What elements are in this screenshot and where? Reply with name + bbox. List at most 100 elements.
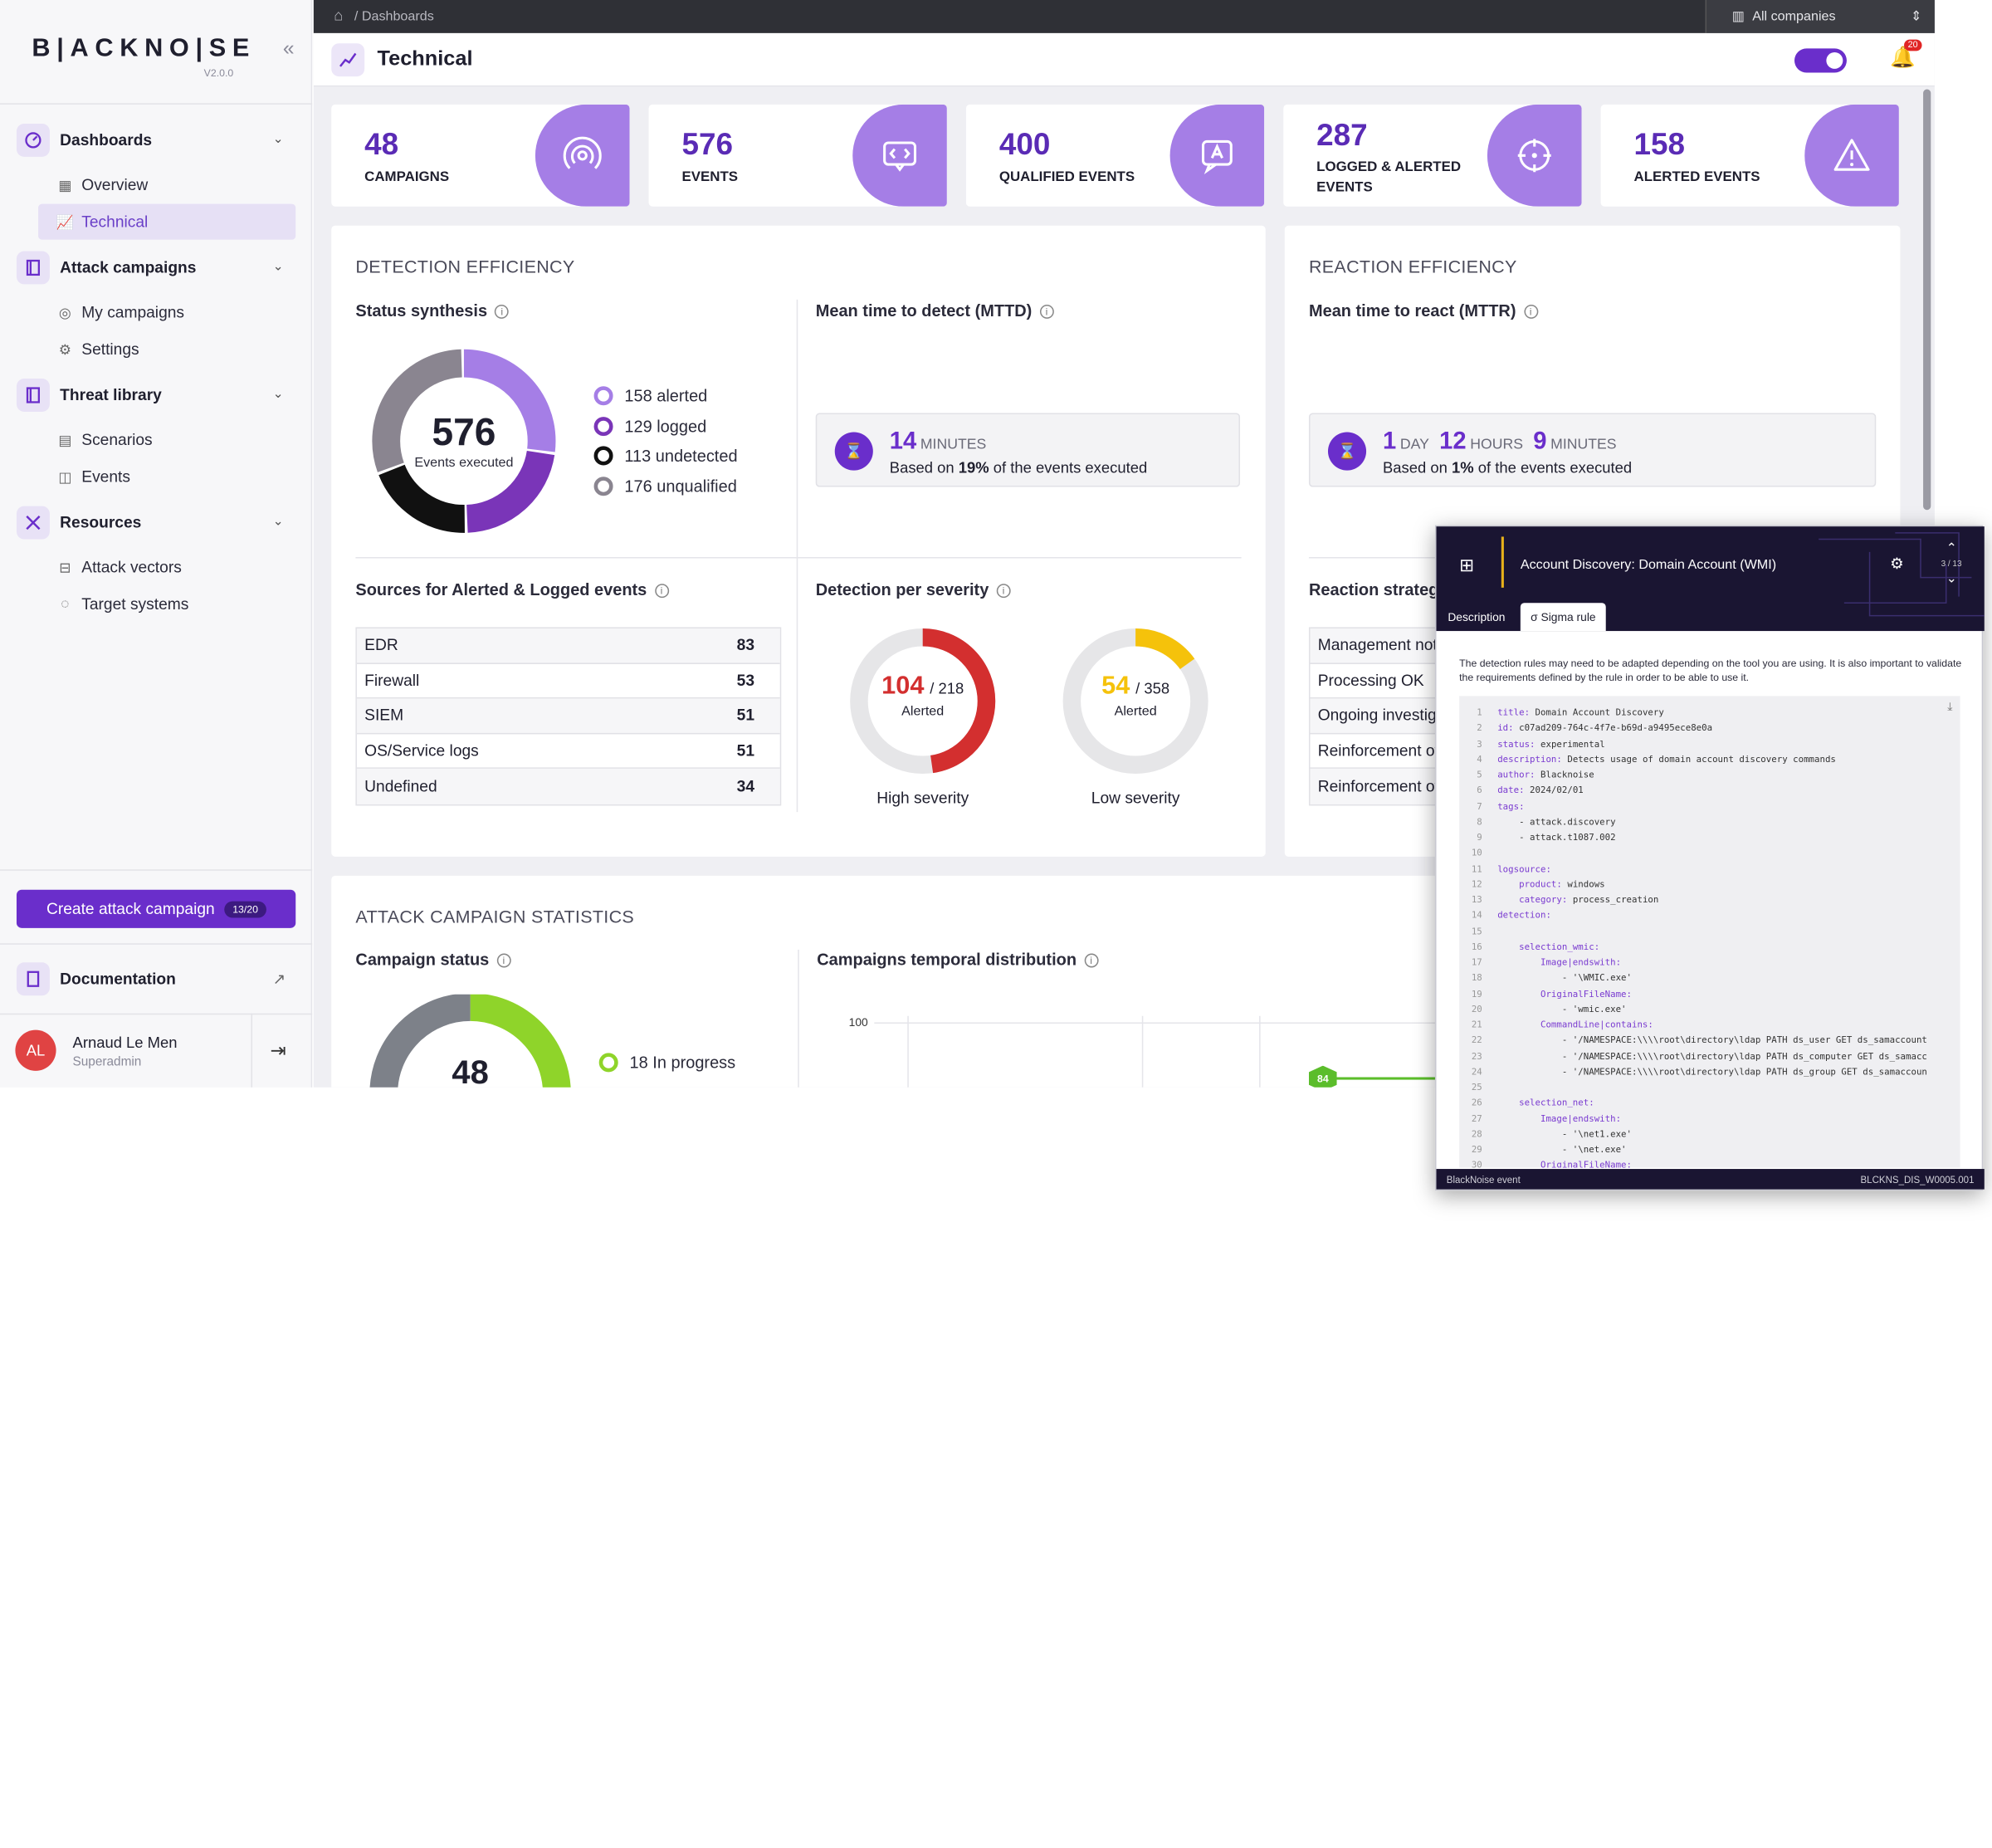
code-line: 12 product: windows xyxy=(1459,879,1927,895)
legend-swatch xyxy=(593,386,613,406)
hourglass-icon: ⌛ xyxy=(1327,432,1367,471)
info-icon[interactable]: i xyxy=(654,584,669,599)
code-key: description: xyxy=(1497,754,1562,765)
code-line: 3 status: experimental xyxy=(1459,739,1927,755)
temporal-distribution-title: Campaigns temporal distribution i xyxy=(817,950,1099,969)
line-number: 19 xyxy=(1471,988,1482,1000)
info-icon[interactable]: i xyxy=(1523,305,1538,319)
kpi-logged-alerted-events[interactable]: 287 LOGGED & ALERTED EVENTS xyxy=(1283,104,1582,207)
code-chat-icon: ◫ xyxy=(58,469,72,486)
kpi-label: QUALIFIED EVENTS xyxy=(998,169,1135,185)
code-line: 14 detection: xyxy=(1459,911,1927,926)
chart-line-icon: 📈 xyxy=(56,214,74,231)
chevron-down-icon[interactable]: ⌄ xyxy=(272,132,284,147)
code-key: Image|endswith: xyxy=(1497,1113,1622,1124)
external-link-icon[interactable]: ↗ xyxy=(272,970,286,989)
campaign-quota-badge: 13/20 xyxy=(224,900,266,917)
gauge-num: 104 xyxy=(881,672,925,700)
source-name: SIEM xyxy=(364,706,404,725)
campaign-status-donut: 48 xyxy=(369,994,571,1088)
mttr-hours: 12 xyxy=(1439,428,1467,456)
high-severity-gauge xyxy=(850,628,996,775)
info-icon[interactable]: i xyxy=(1039,305,1054,319)
book-icon xyxy=(16,251,50,285)
mttr-box: ⌛ 1 DAY 12 HOURS 9 MINUTES Based on 1% of the… xyxy=(1308,413,1877,487)
gauge-track xyxy=(1062,628,1208,775)
sidebar-item-label: Technical xyxy=(81,213,149,231)
kpi-qualified-events[interactable]: 400 QUALIFIED EVENTS xyxy=(965,104,1265,207)
code-lines: 1 title: Domain Account Discovery 2 id: c07… xyxy=(1459,707,1927,1167)
sources-title: Sources for Alerted & Logged events i xyxy=(355,580,669,599)
code-value: Blacknoise xyxy=(1535,770,1594,780)
chevron-up-icon[interactable]: ⌃ xyxy=(1946,541,1957,556)
code-value: - '\net.exe' xyxy=(1497,1144,1627,1156)
company-selector[interactable]: ▥ All companies ⇕ xyxy=(1705,0,1935,33)
mttr-days-unit: DAY xyxy=(1399,437,1429,453)
source-name: OS/Service logs xyxy=(364,741,479,760)
download-icon[interactable]: ⤓ xyxy=(1947,701,1953,714)
code-line: 19 OriginalFileName: xyxy=(1459,989,1927,1005)
chart-line-icon xyxy=(331,43,365,77)
chevron-down-icon[interactable]: ⌄ xyxy=(272,515,284,530)
info-icon[interactable]: i xyxy=(496,953,511,968)
line-number: 22 xyxy=(1471,1035,1482,1046)
event-detail-popup: ⊞ Account Discovery: Domain Account (WMI… xyxy=(1434,525,1985,1191)
dark-mode-toggle[interactable] xyxy=(1794,48,1847,73)
sidebar-item-overview[interactable]: ▦ Overview xyxy=(38,167,295,203)
chevron-down-icon[interactable]: ⌄ xyxy=(1946,572,1957,587)
kpi-campaigns[interactable]: 48 CAMPAIGNS xyxy=(331,104,630,207)
line-number: 26 xyxy=(1471,1098,1482,1108)
home-icon[interactable]: ⌂ xyxy=(334,6,344,25)
line-number: 27 xyxy=(1471,1113,1482,1124)
info-icon[interactable]: i xyxy=(495,305,510,319)
code-key: CommandLine|contains: xyxy=(1497,1019,1653,1030)
donut-segment-0 xyxy=(372,349,556,533)
info-icon[interactable]: i xyxy=(996,584,1011,599)
documentation-link[interactable]: Documentation xyxy=(16,962,176,996)
collapse-sidebar-icon[interactable]: « xyxy=(282,38,295,61)
chevron-down-icon[interactable]: ⌄ xyxy=(272,387,284,402)
sidebar-item-my-campaigns[interactable]: ◎ My campaigns xyxy=(38,295,295,330)
scrollbar[interactable] xyxy=(1923,89,1931,511)
chevron-down-icon[interactable]: ⌄ xyxy=(272,260,284,275)
nav-group-threat-library[interactable]: Threat library xyxy=(16,379,162,412)
legend-label: 18 In progress xyxy=(629,1053,736,1073)
info-icon[interactable]: i xyxy=(1084,953,1099,968)
kpi-events[interactable]: 576 EVENTS xyxy=(648,104,947,207)
nav-group-label: Attack campaigns xyxy=(60,258,197,277)
nav-group-resources[interactable]: Resources xyxy=(16,506,141,540)
code-line: 23 - '/NAMESPACE:\\\\root\directory\ldap… xyxy=(1459,1051,1927,1067)
sidebar-item-settings[interactable]: ⚙ Settings xyxy=(38,331,295,367)
line-number: 20 xyxy=(1471,1004,1482,1014)
logout-icon[interactable]: ⇥ xyxy=(270,1039,286,1063)
table-row: Undefined 34 xyxy=(356,768,780,804)
layout-icon[interactable]: ⊞ xyxy=(1459,554,1475,575)
sidebar-item-label: Overview xyxy=(81,175,149,194)
target-icon xyxy=(1487,104,1582,207)
sidebar-item-attack-vectors[interactable]: ⊟ Attack vectors xyxy=(38,550,295,585)
nav-group-label: Dashboards xyxy=(60,131,153,149)
create-attack-campaign-button[interactable]: Create attack campaign 13/20 xyxy=(16,889,296,928)
nav-group-dashboards[interactable]: Dashboards xyxy=(16,123,153,157)
kpi-value: 287 xyxy=(1316,118,1368,154)
breadcrumb[interactable]: / Dashboards xyxy=(354,8,434,25)
sidebar-item-scenarios[interactable]: ▤ Scenarios xyxy=(38,422,295,457)
nav-group-attack-campaigns[interactable]: Attack campaigns xyxy=(16,251,197,285)
sidebar-item-technical[interactable]: 📈 Technical xyxy=(38,203,296,240)
tab-description[interactable]: Description xyxy=(1448,610,1506,623)
code-value: - '\net1.exe' xyxy=(1497,1129,1632,1140)
code-line: 13 category: process_creation xyxy=(1459,895,1927,911)
detection-efficiency-panel: DETECTION EFFICIENCY Status synthesis i 5… xyxy=(331,225,1266,857)
broadcast-icon xyxy=(535,104,630,207)
sidebar-item-target-systems[interactable]: ◌ Target systems xyxy=(38,586,295,622)
code-value: - 'wmic.exe' xyxy=(1497,1004,1627,1014)
gear-icon[interactable]: ⚙ xyxy=(1890,554,1904,573)
grid-icon: ▦ xyxy=(58,178,72,193)
sidebar-item-events[interactable]: ◫ Events xyxy=(38,459,295,495)
kpi-alerted-events[interactable]: 158 ALERTED EVENTS xyxy=(1600,104,1899,207)
company-selector-value: All companies xyxy=(1752,8,1836,25)
tab-sigma-rule[interactable]: σ Sigma rule xyxy=(1520,603,1606,632)
sigma-rule-code[interactable]: ⤓ 1 title: Domain Account Discovery 2 id: c… xyxy=(1459,696,1960,1168)
legend-undetected: 113 undetected xyxy=(593,446,738,466)
vector-icon: ⊟ xyxy=(59,560,71,576)
